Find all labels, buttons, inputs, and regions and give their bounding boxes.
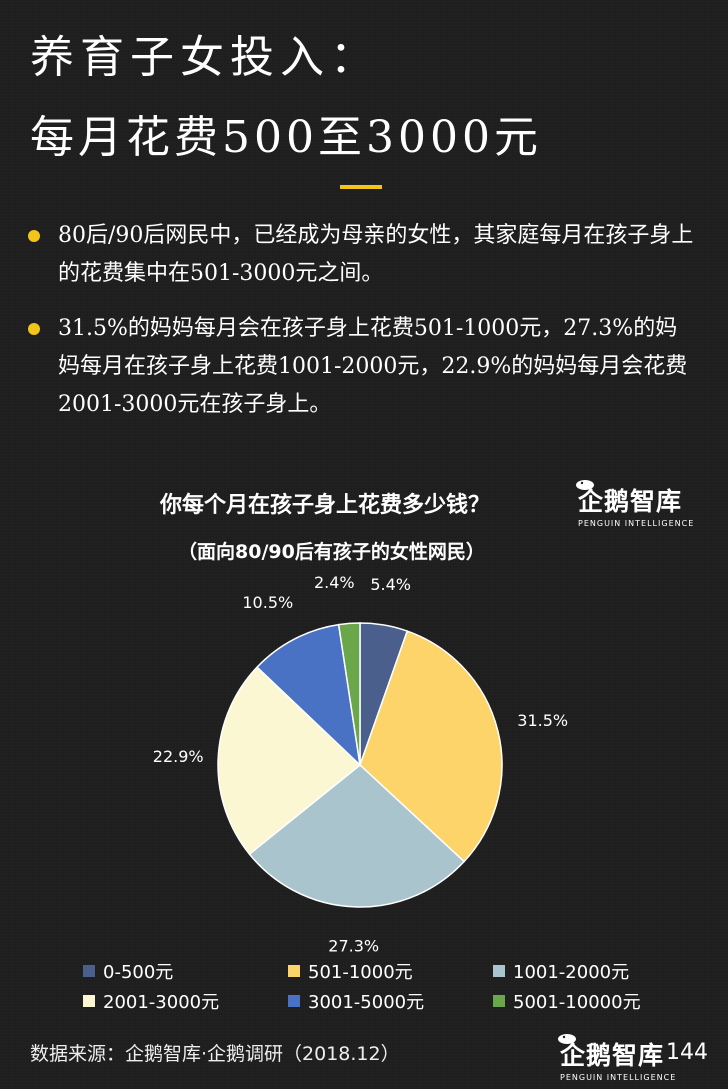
legend-label: 3001-5000元 [308, 992, 425, 1013]
legend-swatch [288, 995, 300, 1007]
pie-slice [248, 764, 466, 908]
legend-swatch [83, 995, 95, 1007]
penguin-icon [558, 1034, 576, 1044]
legend-item: 2001-3000元 [83, 988, 288, 1014]
pie-slice [337, 622, 361, 766]
logo-subtitle: PENGUIN INTELLIGENCE [560, 1073, 677, 1082]
pie-data-label: 27.3% [328, 936, 379, 955]
page-title-line1: 养育子女投入： [30, 32, 380, 83]
legend-item: 5001-10000元 [493, 988, 641, 1014]
pie-data-label: 22.9% [153, 747, 204, 766]
legend-item: 3001-5000元 [288, 988, 493, 1014]
chart-title: 你每个月在孩子身上花费多少钱？ [160, 493, 491, 518]
brand-logo: 企鹅智库 PENGUIN INTELLIGENCE [576, 480, 695, 528]
pie-data-label: 2.4% [314, 573, 355, 592]
legend-item: 1001-2000元 [493, 958, 629, 984]
bullet-dot-icon [28, 323, 40, 335]
brand-logo-footer: 企鹅智库 PENGUIN INTELLIGENCE [558, 1034, 677, 1082]
pie-data-label: 10.5% [242, 593, 293, 612]
bullet-dot-icon [28, 230, 40, 242]
logo-name: 企鹅智库 [560, 1041, 665, 1070]
legend-row: 0-500元 501-1000元 1001-2000元 [83, 956, 703, 986]
legend-swatch [83, 965, 95, 977]
legend-row: 2001-3000元 3001-5000元 5001-10000元 [83, 986, 703, 1016]
logo-name: 企鹅智库 [578, 487, 683, 516]
bullet-item-2: 31.5%的妈妈每月会在孩子身上花费501-1000元，27.3%的妈妈每月在孩… [28, 310, 698, 424]
legend-swatch [493, 965, 505, 977]
legend-item: 0-500元 [83, 958, 288, 984]
pie-slice [359, 630, 503, 863]
chart-legend: 0-500元 501-1000元 1001-2000元 2001-3000元 3… [83, 956, 703, 1016]
legend-item: 501-1000元 [288, 958, 493, 984]
legend-swatch [493, 995, 505, 1007]
page-title-line2: 每月花费500至3000元 [30, 112, 542, 163]
penguin-icon [576, 480, 594, 490]
legend-label: 501-1000元 [308, 962, 413, 983]
chart-subtitle: （面向80/90后有孩子的女性网民） [178, 541, 485, 563]
title-divider [340, 185, 382, 189]
logo-subtitle: PENGUIN INTELLIGENCE [578, 519, 695, 528]
legend-swatch [288, 965, 300, 977]
legend-label: 5001-10000元 [513, 992, 641, 1013]
pie-slice [217, 666, 362, 856]
pie-slice [256, 623, 362, 768]
legend-label: 0-500元 [103, 962, 174, 983]
bullet-item-1: 80后/90后网民中，已经成为母亲的女性，其家庭每月在孩子身上的花费集中在501… [28, 217, 698, 293]
pie-data-label: 31.5% [517, 711, 568, 730]
bullet-text-2: 31.5%的妈妈每月会在孩子身上花费501-1000元，27.3%的妈妈每月在孩… [58, 316, 688, 417]
data-source: 数据来源：企鹅智库·企鹅调研（2018.12） [30, 1043, 400, 1065]
legend-label: 1001-2000元 [513, 962, 630, 983]
pie-data-label: 5.4% [370, 575, 411, 594]
bullet-text-1: 80后/90后网民中，已经成为母亲的女性，其家庭每月在孩子身上的花费集中在501… [58, 223, 694, 286]
legend-label: 2001-3000元 [103, 992, 220, 1013]
page-number: 144 [666, 1040, 708, 1065]
